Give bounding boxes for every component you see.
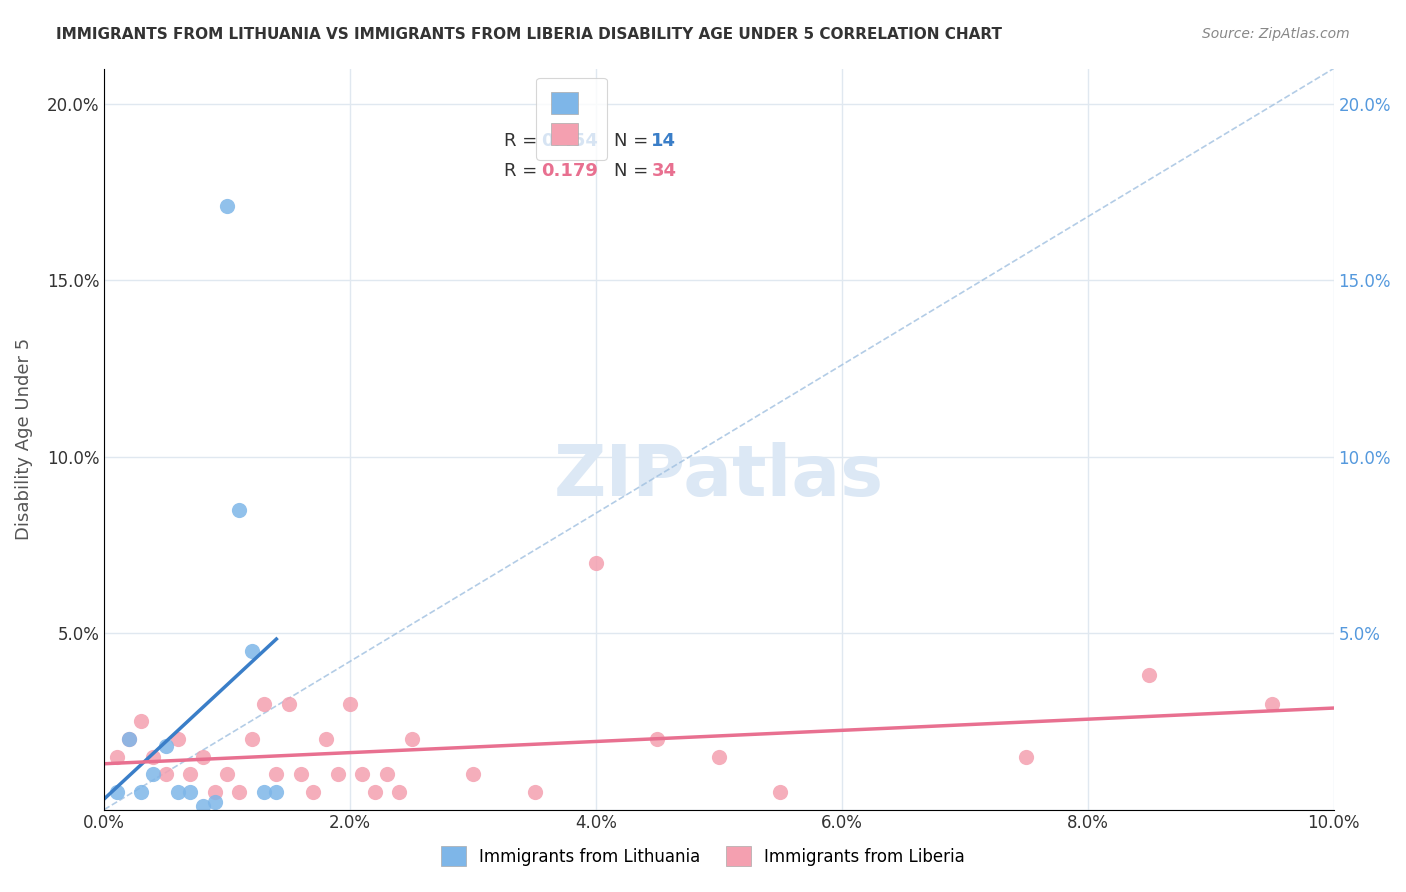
- Text: N =: N =: [614, 132, 654, 151]
- Point: [142, 767, 165, 781]
- Point: [217, 767, 239, 781]
- Point: [523, 785, 546, 799]
- Text: 14: 14: [651, 132, 676, 151]
- Text: 0.179: 0.179: [541, 162, 598, 180]
- Point: [204, 796, 226, 810]
- Y-axis label: Disability Age Under 5: Disability Age Under 5: [15, 338, 32, 541]
- Point: [1137, 668, 1160, 682]
- Point: [375, 767, 398, 781]
- Point: [253, 785, 276, 799]
- Point: [266, 767, 288, 781]
- Point: [240, 731, 263, 746]
- Point: [155, 739, 177, 753]
- Point: [105, 785, 128, 799]
- Point: [302, 785, 325, 799]
- Point: [155, 767, 177, 781]
- Text: ZIPatlas: ZIPatlas: [554, 442, 884, 510]
- Point: [461, 767, 484, 781]
- Point: [401, 731, 423, 746]
- Point: [105, 749, 128, 764]
- Legend: , : ,: [536, 78, 606, 160]
- Point: [339, 697, 361, 711]
- Point: [769, 785, 792, 799]
- Point: [204, 785, 226, 799]
- Point: [191, 749, 214, 764]
- Point: [647, 731, 669, 746]
- Point: [179, 767, 201, 781]
- Point: [277, 697, 299, 711]
- Text: 34: 34: [651, 162, 676, 180]
- Point: [240, 644, 263, 658]
- Text: 0.454: 0.454: [541, 132, 598, 151]
- Point: [315, 731, 337, 746]
- Point: [167, 731, 190, 746]
- Text: Source: ZipAtlas.com: Source: ZipAtlas.com: [1202, 27, 1350, 41]
- Point: [352, 767, 374, 781]
- Point: [326, 767, 349, 781]
- Point: [118, 731, 141, 746]
- Text: IMMIGRANTS FROM LITHUANIA VS IMMIGRANTS FROM LIBERIA DISABILITY AGE UNDER 5 CORR: IMMIGRANTS FROM LITHUANIA VS IMMIGRANTS …: [56, 27, 1002, 42]
- Legend: Immigrants from Lithuania, Immigrants from Liberia: Immigrants from Lithuania, Immigrants fr…: [433, 838, 973, 875]
- Point: [388, 785, 411, 799]
- Point: [1261, 697, 1284, 711]
- Point: [129, 714, 152, 729]
- Point: [266, 785, 288, 799]
- Text: R =: R =: [503, 132, 543, 151]
- Point: [1015, 749, 1038, 764]
- Point: [228, 502, 250, 516]
- Point: [167, 785, 190, 799]
- Point: [118, 731, 141, 746]
- Point: [290, 767, 312, 781]
- Point: [179, 785, 201, 799]
- Point: [253, 697, 276, 711]
- Point: [364, 785, 387, 799]
- Point: [142, 749, 165, 764]
- Point: [228, 785, 250, 799]
- Text: N =: N =: [614, 162, 654, 180]
- Text: R =: R =: [503, 162, 543, 180]
- Point: [191, 799, 214, 814]
- Point: [217, 199, 239, 213]
- Point: [129, 785, 152, 799]
- Point: [707, 749, 730, 764]
- Point: [585, 556, 607, 570]
